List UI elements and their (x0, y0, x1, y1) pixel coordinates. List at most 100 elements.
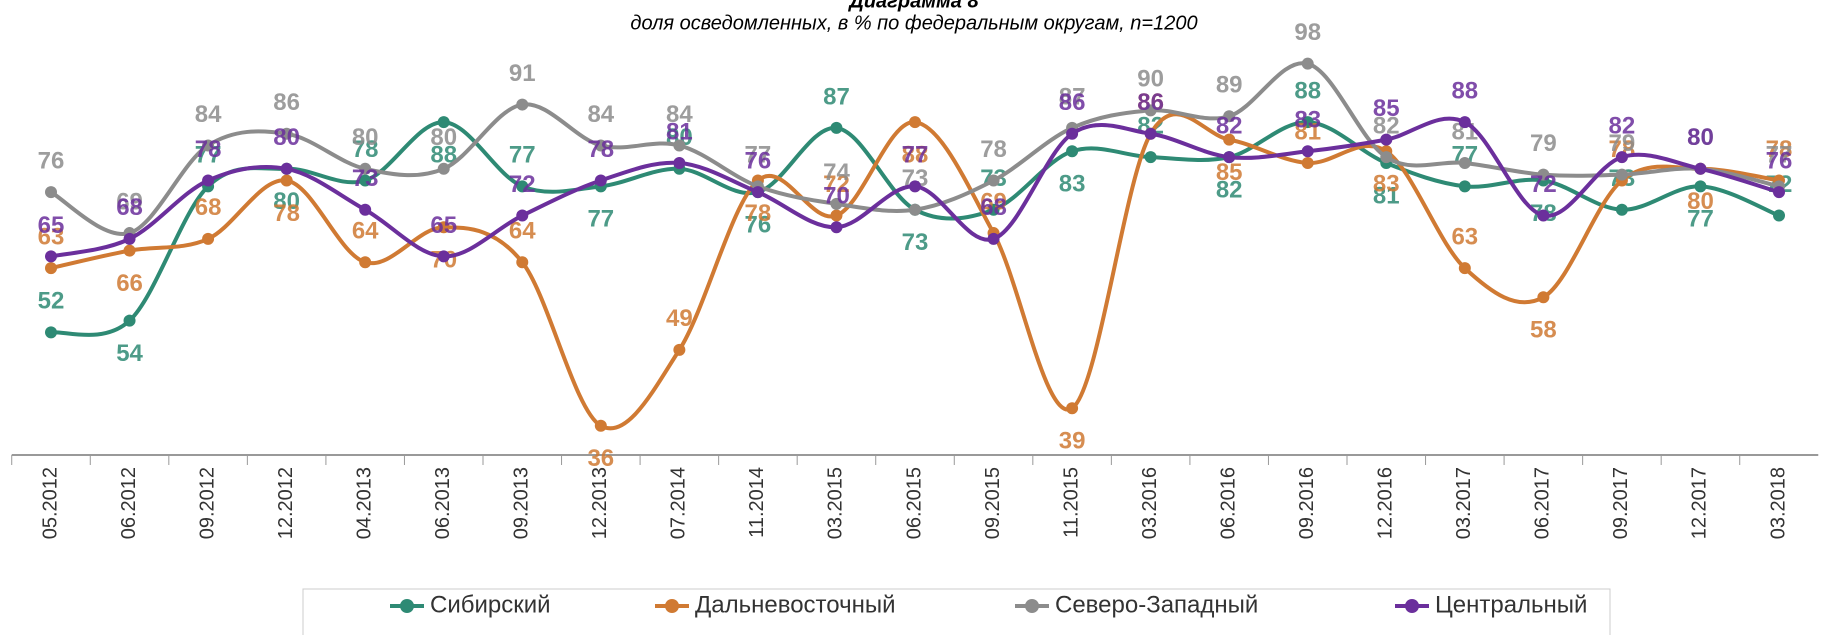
data-label: 76 (745, 212, 772, 239)
point (1694, 180, 1707, 193)
x-tick-label: 09.2012 (196, 467, 218, 539)
point (437, 116, 450, 129)
legend-marker (400, 599, 414, 613)
point (123, 314, 136, 327)
point (1773, 186, 1785, 199)
data-label: 49 (666, 305, 693, 332)
point (1615, 151, 1628, 164)
x-tick-label: 03.2016 (1139, 467, 1161, 539)
x-tick-label: 05.2012 (39, 467, 61, 539)
data-label: 81 (666, 118, 693, 145)
data-label: 86 (1137, 89, 1164, 116)
point (359, 162, 372, 175)
data-label: 52 (38, 288, 65, 315)
point (1301, 156, 1314, 169)
x-tick-label: 03.2015 (825, 467, 847, 539)
point (1537, 168, 1550, 181)
point (1301, 116, 1314, 129)
x-tick-label: 06.2012 (118, 467, 140, 539)
point (987, 203, 1000, 216)
point (1615, 203, 1628, 216)
point (673, 156, 686, 169)
data-label: 80 (1687, 124, 1714, 151)
point (1144, 104, 1157, 117)
data-label: 78 (745, 200, 772, 227)
data-label: 65 (430, 212, 457, 239)
point (1144, 151, 1157, 164)
point (516, 209, 529, 222)
data-label: 83 (1373, 171, 1400, 198)
data-label: 68 (195, 194, 222, 221)
point (437, 162, 450, 175)
data-label: 80 (273, 124, 300, 151)
point (1223, 151, 1236, 164)
point (1694, 162, 1707, 175)
x-tick-label: 06.2017 (1532, 467, 1554, 539)
point (909, 116, 921, 129)
data-label: 76 (38, 148, 65, 175)
point (1223, 110, 1236, 123)
point (830, 221, 843, 234)
x-tick-label: 03.2018 (1767, 467, 1789, 539)
data-label: 76 (1766, 148, 1793, 175)
point (1773, 209, 1785, 222)
data-label: 64 (352, 218, 379, 245)
legend-label: Сибирский (430, 591, 551, 618)
point (202, 174, 215, 187)
point (1301, 145, 1314, 158)
data-label: 78 (980, 136, 1007, 163)
data-label: 77 (902, 142, 929, 169)
point (45, 250, 57, 263)
data-label: 74 (823, 159, 850, 186)
legend-label: Северо-Западный (1055, 591, 1258, 618)
point (359, 174, 372, 187)
data-label: 78 (352, 136, 379, 163)
chart-subtitle: доля осведомленных, в % по федеральным о… (630, 12, 1197, 34)
point (1223, 133, 1236, 146)
x-tick-label: 07.2014 (668, 467, 690, 539)
point (516, 98, 529, 111)
x-tick-label: 09.2013 (511, 467, 533, 539)
point (909, 203, 921, 216)
data-label: 68 (980, 194, 1007, 221)
x-tick-label: 04.2013 (353, 467, 375, 539)
point (1458, 116, 1471, 129)
data-label: 72 (823, 171, 850, 198)
point (280, 174, 293, 187)
x-tick-label: 09.2016 (1296, 467, 1318, 539)
data-label: 73 (352, 165, 379, 192)
x-tick-label: 11.2015 (1060, 467, 1082, 538)
point (1144, 127, 1157, 140)
point (1458, 156, 1471, 169)
data-label: 88 (1294, 77, 1321, 104)
data-label: 90 (1137, 66, 1164, 93)
data-label: 79 (1530, 130, 1557, 157)
data-label: 70 (823, 183, 850, 210)
point (673, 343, 686, 356)
data-label: 98 (1294, 19, 1321, 46)
data-label: 82 (1216, 176, 1243, 203)
data-label: 83 (1294, 107, 1321, 134)
point (1066, 145, 1079, 158)
data-label: 77 (1687, 206, 1714, 233)
point (830, 121, 843, 134)
chart-title: Диаграмма 8 (847, 0, 979, 12)
point (359, 256, 372, 269)
x-tick-label: 06.2016 (1217, 467, 1239, 539)
x-tick-label: 12.2016 (1375, 467, 1397, 539)
point (1458, 180, 1471, 193)
data-label: 72 (1530, 171, 1557, 198)
legend-box (302, 588, 1611, 635)
point (987, 232, 1000, 245)
x-tick-label: 09.2017 (1610, 467, 1632, 539)
data-label: 63 (1451, 223, 1478, 250)
point (45, 326, 57, 339)
legend-label: Дальневосточный (695, 591, 896, 618)
x-tick-label: 11.2014 (746, 467, 768, 538)
data-label: 88 (902, 141, 929, 168)
data-label: 73 (902, 229, 929, 256)
data-label: 83 (1059, 171, 1086, 198)
x-tick-label: 12.2012 (275, 467, 297, 539)
data-label: 65 (38, 212, 65, 239)
point (751, 186, 764, 199)
